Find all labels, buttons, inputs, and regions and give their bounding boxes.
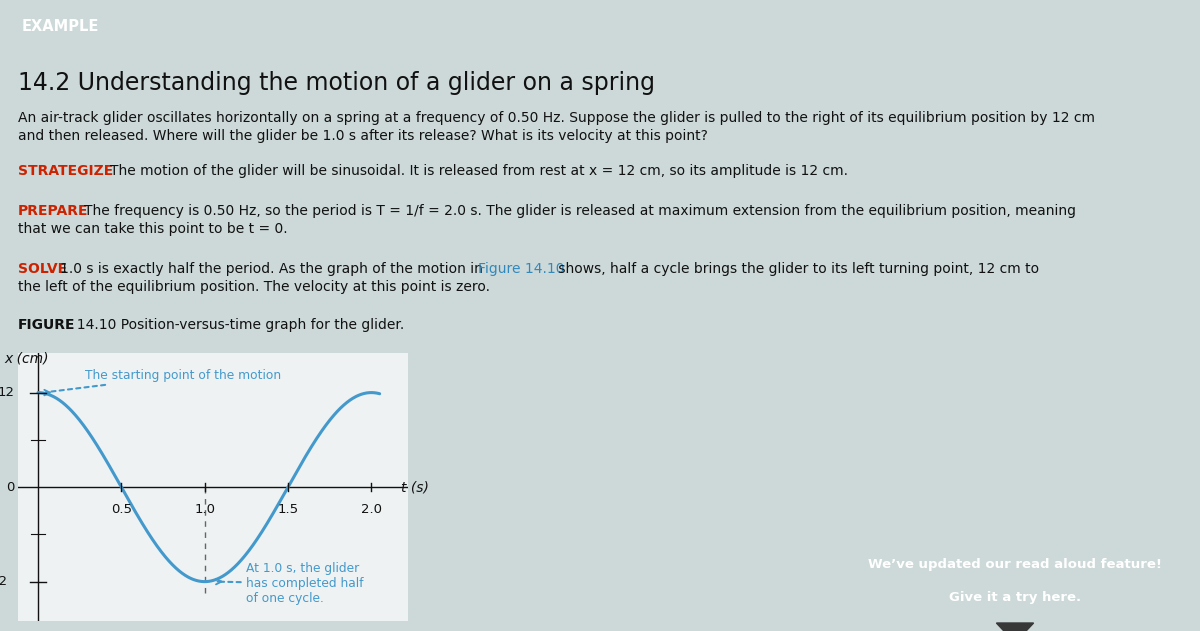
- Text: 14.10 Position-versus-time graph for the glider.: 14.10 Position-versus-time graph for the…: [68, 318, 404, 333]
- Text: Give it a try here.: Give it a try here.: [949, 591, 1081, 604]
- Text: 14.2 Understanding the motion of a glider on a spring: 14.2 Understanding the motion of a glide…: [18, 71, 655, 95]
- Text: and then released. Where will the glider be 1.0 s after its release? What is its: and then released. Where will the glider…: [18, 129, 708, 143]
- Text: SOLVE: SOLVE: [18, 262, 67, 276]
- Text: 1.0 s is exactly half the period. As the graph of the motion in: 1.0 s is exactly half the period. As the…: [60, 262, 487, 276]
- Text: FIGURE: FIGURE: [18, 318, 76, 333]
- Text: 0.5: 0.5: [110, 503, 132, 516]
- Text: An air-track glider oscillates horizontally on a spring at a frequency of 0.50 H: An air-track glider oscillates horizonta…: [18, 112, 1096, 126]
- Text: 2.0: 2.0: [361, 503, 382, 516]
- Text: EXAMPLE: EXAMPLE: [22, 19, 98, 34]
- Text: We’ve updated our read aloud feature!: We’ve updated our read aloud feature!: [868, 558, 1162, 571]
- Text: The motion of the glider will be sinusoidal. It is released from rest at x = 12 : The motion of the glider will be sinusoi…: [110, 164, 848, 179]
- Polygon shape: [996, 623, 1033, 631]
- Text: −12: −12: [0, 575, 8, 588]
- Text: shows, half a cycle brings the glider to its left turning point, 12 cm to: shows, half a cycle brings the glider to…: [554, 262, 1039, 276]
- Text: t (s): t (s): [401, 480, 430, 494]
- Text: x (cm): x (cm): [4, 351, 48, 365]
- Text: that we can take this point to be t = 0.: that we can take this point to be t = 0.: [18, 222, 288, 236]
- Text: Figure 14.10: Figure 14.10: [478, 262, 564, 276]
- Text: 12: 12: [0, 386, 14, 399]
- Text: PREPARE: PREPARE: [18, 204, 89, 218]
- Text: 1.5: 1.5: [277, 503, 299, 516]
- Text: At 1.0 s, the glider
has completed half
of one cycle.: At 1.0 s, the glider has completed half …: [217, 562, 364, 605]
- Text: 1.0: 1.0: [194, 503, 215, 516]
- Text: STRATEGIZE: STRATEGIZE: [18, 164, 113, 179]
- Text: 0: 0: [6, 481, 14, 493]
- Text: The frequency is 0.50 Hz, so the period is T = 1/f = 2.0 s. The glider is releas: The frequency is 0.50 Hz, so the period …: [84, 204, 1076, 218]
- Text: the left of the equilibrium position. The velocity at this point is zero.: the left of the equilibrium position. Th…: [18, 280, 490, 294]
- Text: The starting point of the motion: The starting point of the motion: [46, 369, 281, 392]
